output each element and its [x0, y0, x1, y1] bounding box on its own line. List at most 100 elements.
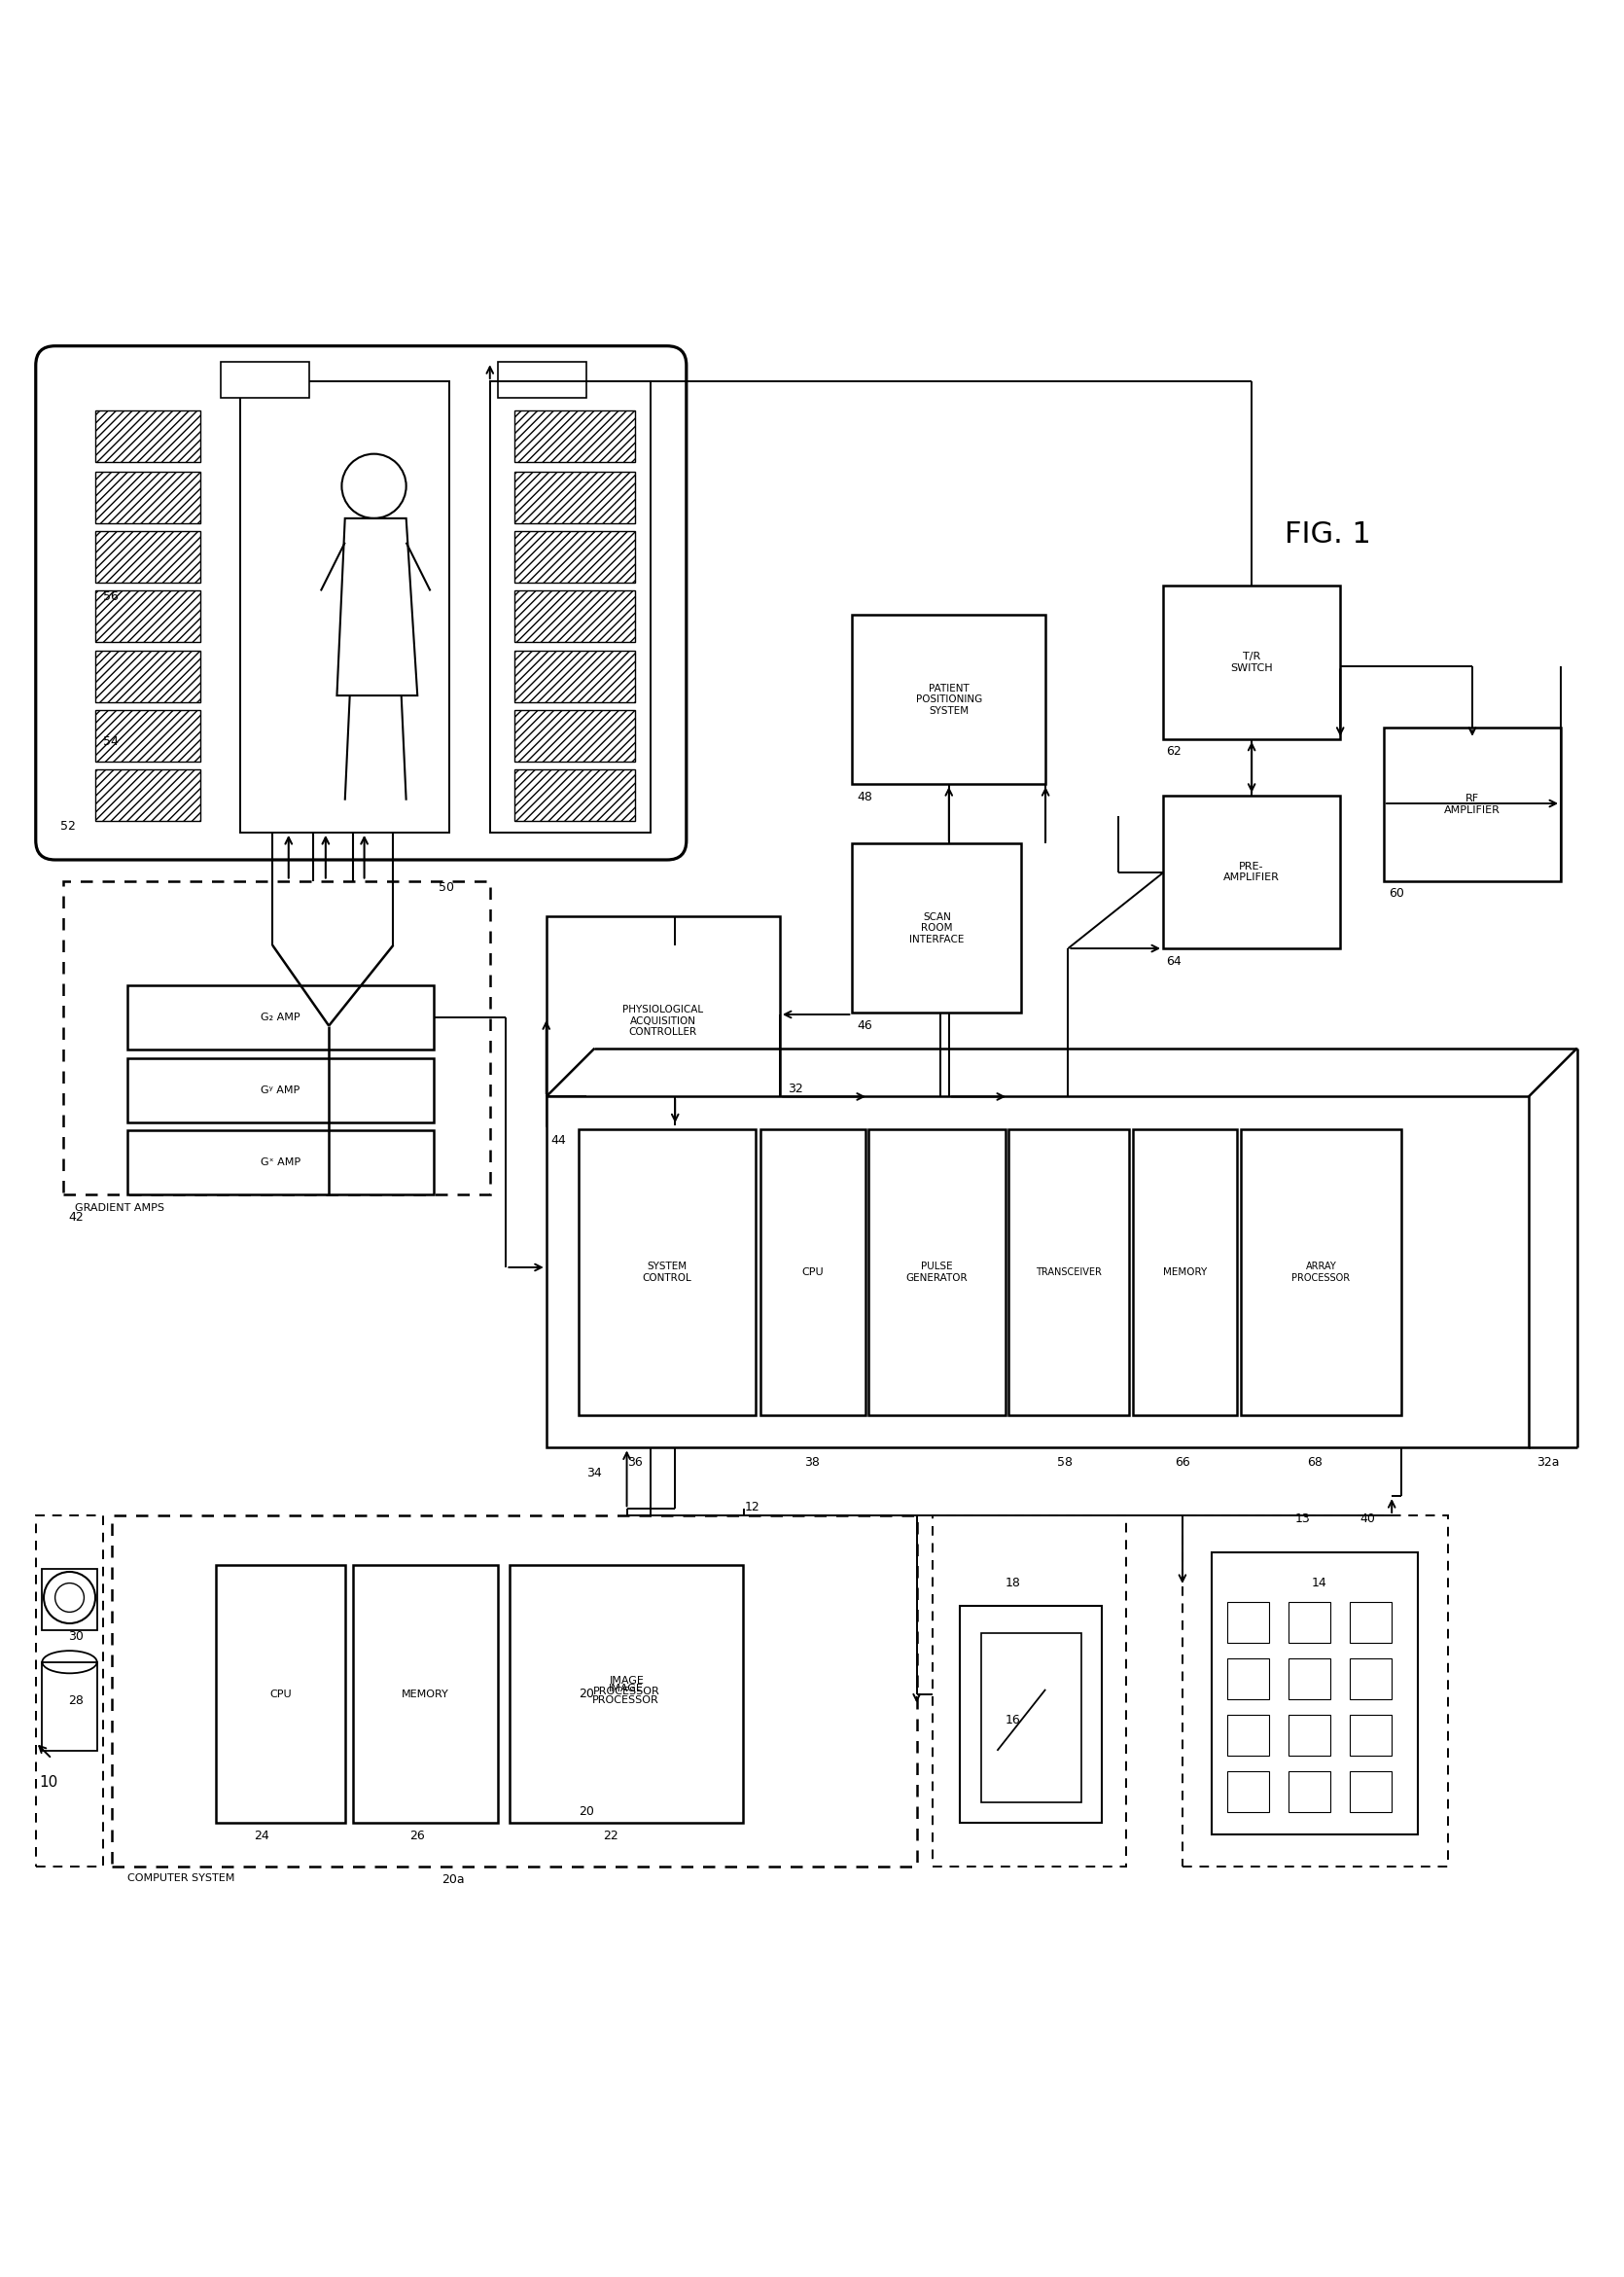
Text: CPU: CPU	[802, 1268, 823, 1277]
FancyBboxPatch shape	[36, 1516, 104, 1867]
Text: 60: 60	[1389, 888, 1405, 899]
Text: 38: 38	[804, 1455, 820, 1469]
Text: T/R
SWITCH: T/R SWITCH	[1231, 651, 1273, 674]
Text: 64: 64	[1166, 954, 1182, 968]
Text: RF
AMPLIFIER: RF AMPLIFIER	[1444, 795, 1501, 815]
FancyBboxPatch shape	[1350, 1715, 1392, 1756]
FancyBboxPatch shape	[960, 1605, 1103, 1824]
Text: MEMORY: MEMORY	[401, 1690, 450, 1699]
FancyBboxPatch shape	[1182, 1516, 1449, 1867]
Text: MEMORY: MEMORY	[1163, 1268, 1207, 1277]
FancyBboxPatch shape	[515, 710, 635, 761]
FancyBboxPatch shape	[1228, 1660, 1270, 1699]
Text: 62: 62	[1166, 745, 1182, 758]
FancyBboxPatch shape	[42, 1662, 97, 1751]
FancyBboxPatch shape	[515, 471, 635, 524]
Text: 40: 40	[1359, 1512, 1376, 1526]
Text: PRE-
AMPLIFIER: PRE- AMPLIFIER	[1223, 861, 1280, 883]
Text: FIG. 1: FIG. 1	[1285, 521, 1371, 549]
Text: 10: 10	[39, 1776, 58, 1790]
FancyBboxPatch shape	[546, 1098, 1528, 1448]
Text: 34: 34	[586, 1466, 603, 1480]
FancyBboxPatch shape	[1289, 1660, 1330, 1699]
FancyBboxPatch shape	[1289, 1772, 1330, 1812]
Text: Gˣ AMP: Gˣ AMP	[260, 1157, 300, 1168]
FancyBboxPatch shape	[112, 1516, 916, 1867]
FancyBboxPatch shape	[1228, 1772, 1270, 1812]
FancyBboxPatch shape	[1350, 1660, 1392, 1699]
Text: 26: 26	[409, 1828, 425, 1842]
Text: 66: 66	[1174, 1455, 1190, 1469]
Text: 24: 24	[253, 1828, 270, 1842]
FancyBboxPatch shape	[96, 590, 200, 642]
Text: 52: 52	[60, 820, 75, 831]
FancyBboxPatch shape	[1289, 1603, 1330, 1642]
FancyBboxPatch shape	[932, 1516, 1125, 1867]
Text: 32: 32	[788, 1082, 804, 1095]
FancyBboxPatch shape	[1212, 1553, 1418, 1835]
FancyBboxPatch shape	[1289, 1715, 1330, 1756]
FancyBboxPatch shape	[221, 362, 310, 398]
Text: G₂ AMP: G₂ AMP	[261, 1013, 300, 1022]
FancyBboxPatch shape	[853, 845, 1021, 1013]
Text: IMAGE
PROCESSOR: IMAGE PROCESSOR	[593, 1676, 661, 1696]
Text: PHYSIOLOGICAL
ACQUISITION
CONTROLLER: PHYSIOLOGICAL ACQUISITION CONTROLLER	[622, 1004, 703, 1036]
FancyBboxPatch shape	[515, 410, 635, 462]
FancyBboxPatch shape	[63, 881, 490, 1195]
Text: 54: 54	[104, 735, 119, 749]
Text: 36: 36	[627, 1455, 643, 1469]
Text: SYSTEM
CONTROL: SYSTEM CONTROL	[643, 1261, 692, 1282]
Text: TRANSCEIVER: TRANSCEIVER	[1036, 1268, 1101, 1277]
Text: 48: 48	[857, 790, 872, 804]
Text: 16: 16	[1005, 1715, 1020, 1726]
FancyBboxPatch shape	[1350, 1603, 1392, 1642]
FancyBboxPatch shape	[96, 471, 200, 524]
Text: SCAN
ROOM
INTERFACE: SCAN ROOM INTERFACE	[909, 913, 965, 945]
Text: GRADIENT AMPS: GRADIENT AMPS	[75, 1202, 164, 1214]
FancyBboxPatch shape	[1384, 729, 1561, 881]
FancyBboxPatch shape	[1132, 1129, 1237, 1416]
Text: 12: 12	[744, 1501, 760, 1514]
FancyBboxPatch shape	[1228, 1603, 1270, 1642]
FancyBboxPatch shape	[499, 362, 586, 398]
Text: 14: 14	[1311, 1576, 1327, 1589]
Text: PATIENT
POSITIONING
SYSTEM: PATIENT POSITIONING SYSTEM	[916, 683, 983, 715]
Text: 46: 46	[857, 1020, 872, 1031]
FancyBboxPatch shape	[96, 531, 200, 583]
FancyBboxPatch shape	[853, 615, 1046, 783]
FancyBboxPatch shape	[128, 986, 434, 1050]
FancyBboxPatch shape	[490, 383, 651, 833]
FancyBboxPatch shape	[1163, 585, 1340, 740]
Text: 22: 22	[603, 1828, 619, 1842]
FancyBboxPatch shape	[96, 770, 200, 822]
FancyBboxPatch shape	[96, 410, 200, 462]
Text: 56: 56	[104, 590, 119, 603]
Text: 13: 13	[1296, 1512, 1311, 1526]
FancyBboxPatch shape	[128, 1059, 434, 1123]
FancyBboxPatch shape	[578, 1129, 755, 1416]
FancyBboxPatch shape	[352, 1564, 499, 1824]
FancyBboxPatch shape	[515, 590, 635, 642]
FancyBboxPatch shape	[1241, 1129, 1402, 1416]
Text: CPU: CPU	[270, 1690, 292, 1699]
Text: 20: 20	[578, 1806, 594, 1817]
FancyBboxPatch shape	[1009, 1129, 1129, 1416]
FancyBboxPatch shape	[96, 710, 200, 761]
Text: COMPUTER SYSTEM: COMPUTER SYSTEM	[128, 1874, 235, 1883]
Text: 44: 44	[551, 1134, 567, 1145]
Text: 32a: 32a	[1536, 1455, 1559, 1469]
FancyBboxPatch shape	[1350, 1772, 1392, 1812]
Text: 30: 30	[68, 1630, 83, 1642]
FancyBboxPatch shape	[36, 346, 687, 861]
Text: Gʸ AMP: Gʸ AMP	[261, 1086, 300, 1095]
FancyBboxPatch shape	[1228, 1715, 1270, 1756]
FancyBboxPatch shape	[515, 651, 635, 701]
FancyBboxPatch shape	[216, 1564, 344, 1824]
FancyBboxPatch shape	[869, 1129, 1005, 1416]
FancyBboxPatch shape	[760, 1129, 866, 1416]
FancyBboxPatch shape	[1163, 795, 1340, 950]
FancyBboxPatch shape	[128, 1129, 434, 1195]
Text: 68: 68	[1307, 1455, 1322, 1469]
Text: ARRAY
PROCESSOR: ARRAY PROCESSOR	[1291, 1261, 1350, 1282]
FancyBboxPatch shape	[96, 651, 200, 701]
